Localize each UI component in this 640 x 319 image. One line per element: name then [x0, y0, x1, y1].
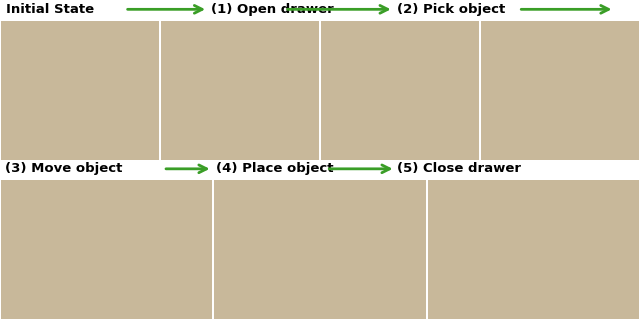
Text: Initial State: Initial State — [6, 3, 95, 16]
Text: (5) Close drawer: (5) Close drawer — [397, 162, 521, 175]
Text: (4) Place object: (4) Place object — [216, 162, 334, 175]
Text: (2) Pick object: (2) Pick object — [397, 3, 505, 16]
Text: (1) Open drawer: (1) Open drawer — [211, 3, 334, 16]
Text: (3) Move object: (3) Move object — [5, 162, 122, 175]
